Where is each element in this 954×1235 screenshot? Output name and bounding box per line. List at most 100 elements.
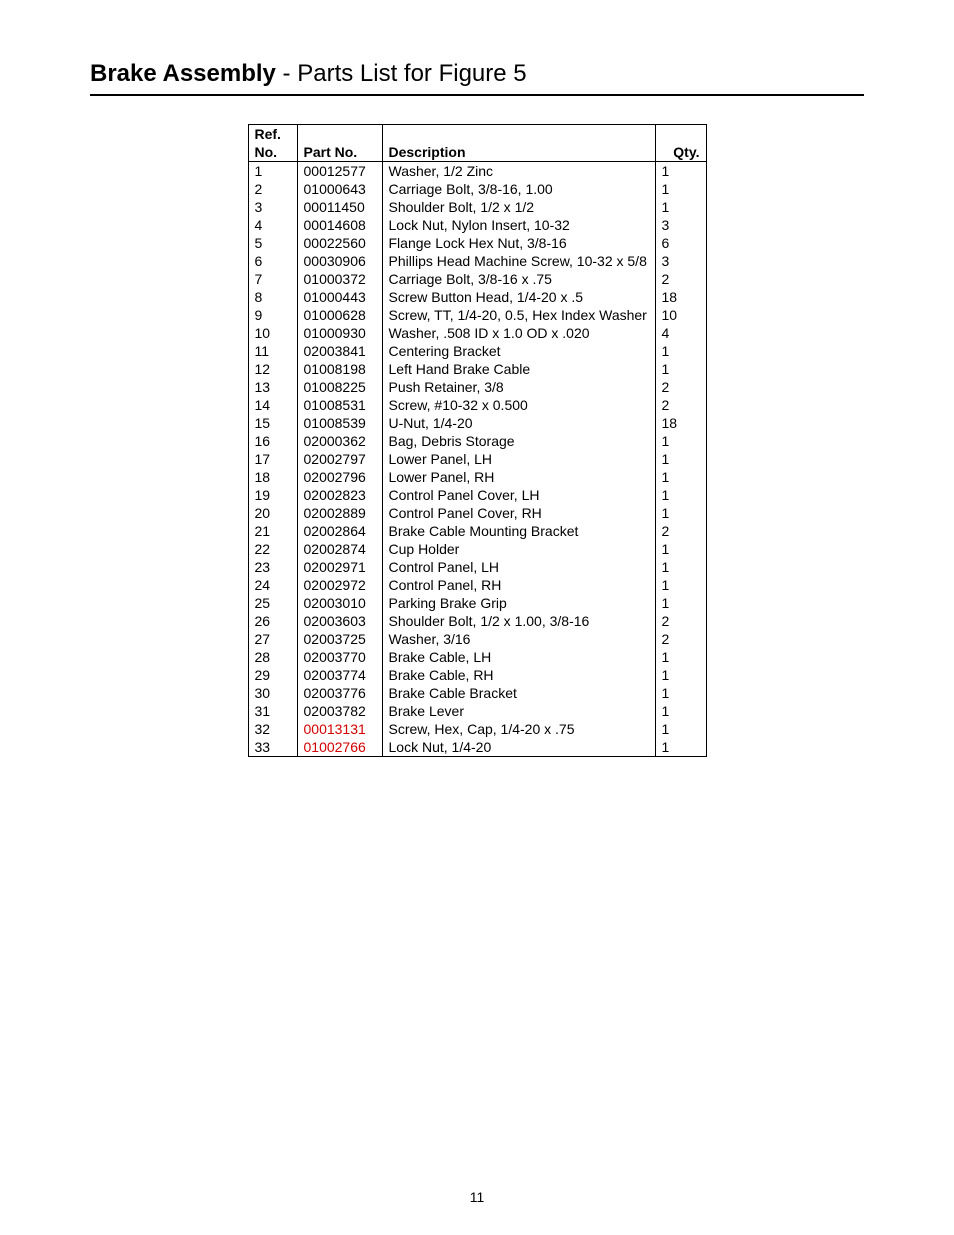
cell-desc: Control Panel Cover, RH <box>382 504 655 522</box>
cell-desc: Push Retainer, 3/8 <box>382 378 655 396</box>
parts-table: Ref. No. Part No. Description Qty. 1 0001… <box>248 124 707 757</box>
cell-qty: 1 <box>655 468 706 486</box>
cell-ref: 9 <box>248 306 297 324</box>
cell-desc: Lock Nut, 1/4-20 <box>382 738 655 757</box>
table-row: 1102003841Centering Bracket1 <box>248 342 706 360</box>
cell-part: 00012577 <box>297 162 382 181</box>
page-number: 11 <box>0 1189 954 1205</box>
table-row: 2702003725Washer, 3/162 <box>248 630 706 648</box>
cell-qty: 1 <box>655 486 706 504</box>
cell-part: 02003776 <box>297 684 382 702</box>
cell-ref: 31 <box>248 702 297 720</box>
table-row: 500022560Flange Lock Hex Nut, 3/8-166 <box>248 234 706 252</box>
cell-desc: Carriage Bolt, 3/8-16, 1.00 <box>382 180 655 198</box>
title-light: - Parts List for Figure 5 <box>276 60 527 87</box>
col-header-desc: Description <box>382 143 655 162</box>
cell-ref: 25 <box>248 594 297 612</box>
col-header-ref-line1: Ref. <box>248 125 297 144</box>
cell-part: 00011450 <box>297 198 382 216</box>
cell-part: 02003782 <box>297 702 382 720</box>
table-row: 3002003776Brake Cable Bracket1 <box>248 684 706 702</box>
cell-qty: 1 <box>655 576 706 594</box>
cell-part: 01008531 <box>297 396 382 414</box>
cell-part: 02002874 <box>297 540 382 558</box>
table-row: 2302002971Control Panel, LH1 <box>248 558 706 576</box>
cell-qty: 1 <box>655 558 706 576</box>
cell-qty: 1 <box>655 648 706 666</box>
cell-part: 02002823 <box>297 486 382 504</box>
cell-desc: Carriage Bolt, 3/8-16 x .75 <box>382 270 655 288</box>
cell-ref: 22 <box>248 540 297 558</box>
cell-desc: Control Panel, LH <box>382 558 655 576</box>
parts-table-head: Ref. No. Part No. Description Qty. <box>248 125 706 162</box>
cell-part: 02003841 <box>297 342 382 360</box>
cell-part: 01008539 <box>297 414 382 432</box>
cell-part: 02002889 <box>297 504 382 522</box>
cell-part: 00013131 <box>297 720 382 738</box>
cell-qty: 1 <box>655 342 706 360</box>
cell-ref: 26 <box>248 612 297 630</box>
cell-qty: 2 <box>655 396 706 414</box>
cell-desc: Brake Cable, RH <box>382 666 655 684</box>
cell-ref: 23 <box>248 558 297 576</box>
cell-desc: Washer, .508 ID x 1.0 OD x .020 <box>382 324 655 342</box>
cell-qty: 1 <box>655 738 706 757</box>
cell-qty: 3 <box>655 216 706 234</box>
cell-desc: Left Hand Brake Cable <box>382 360 655 378</box>
cell-part: 02002971 <box>297 558 382 576</box>
table-row: 1902002823Control Panel Cover, LH1 <box>248 486 706 504</box>
cell-desc: Control Panel Cover, LH <box>382 486 655 504</box>
cell-qty: 1 <box>655 540 706 558</box>
cell-desc: Shoulder Bolt, 1/2 x 1.00, 3/8-16 <box>382 612 655 630</box>
title-bold: Brake Assembly <box>90 60 276 87</box>
cell-ref: 32 <box>248 720 297 738</box>
table-row: 3102003782Brake Lever1 <box>248 702 706 720</box>
cell-ref: 21 <box>248 522 297 540</box>
table-row: 2102002864Brake Cable Mounting Bracket2 <box>248 522 706 540</box>
cell-part: 01002766 <box>297 738 382 757</box>
table-row: 2902003774Brake Cable, RH1 <box>248 666 706 684</box>
table-row: 1702002797Lower Panel, LH1 <box>248 450 706 468</box>
cell-ref: 8 <box>248 288 297 306</box>
cell-ref: 14 <box>248 396 297 414</box>
table-row: 3301002766Lock Nut, 1/4-201 <box>248 738 706 757</box>
cell-ref: 11 <box>248 342 297 360</box>
cell-part: 01000628 <box>297 306 382 324</box>
table-row: 2002002889Control Panel Cover, RH1 <box>248 504 706 522</box>
cell-desc: Cup Holder <box>382 540 655 558</box>
cell-qty: 1 <box>655 720 706 738</box>
cell-desc: Flange Lock Hex Nut, 3/8-16 <box>382 234 655 252</box>
cell-desc: Control Panel, RH <box>382 576 655 594</box>
table-wrap: Ref. No. Part No. Description Qty. 1 0001… <box>90 124 864 757</box>
cell-part: 00030906 <box>297 252 382 270</box>
cell-part: 02003603 <box>297 612 382 630</box>
table-row: 1201008198Left Hand Brake Cable1 <box>248 360 706 378</box>
cell-part: 02002972 <box>297 576 382 594</box>
cell-ref: 7 <box>248 270 297 288</box>
cell-ref: 19 <box>248 486 297 504</box>
cell-desc: U-Nut, 1/4-20 <box>382 414 655 432</box>
cell-ref: 6 <box>248 252 297 270</box>
table-row: 3200013131Screw, Hex, Cap, 1/4-20 x .751 <box>248 720 706 738</box>
table-row: 701000372Carriage Bolt, 3/8-16 x .752 <box>248 270 706 288</box>
cell-qty: 1 <box>655 684 706 702</box>
cell-desc: Screw, Hex, Cap, 1/4-20 x .75 <box>382 720 655 738</box>
cell-qty: 2 <box>655 522 706 540</box>
cell-qty: 10 <box>655 306 706 324</box>
cell-qty: 2 <box>655 612 706 630</box>
cell-qty: 1 <box>655 594 706 612</box>
cell-ref: 2 <box>248 180 297 198</box>
cell-qty: 1 <box>655 432 706 450</box>
cell-qty: 1 <box>655 198 706 216</box>
cell-part: 01000443 <box>297 288 382 306</box>
table-row: 1501008539U-Nut, 1/4-2018 <box>248 414 706 432</box>
cell-part: 01008225 <box>297 378 382 396</box>
cell-desc: Bag, Debris Storage <box>382 432 655 450</box>
cell-qty: 2 <box>655 630 706 648</box>
table-row: 901000628Screw, TT, 1/4-20, 0.5, Hex Ind… <box>248 306 706 324</box>
cell-part: 02003774 <box>297 666 382 684</box>
cell-desc: Brake Cable, LH <box>382 648 655 666</box>
cell-desc: Lower Panel, RH <box>382 468 655 486</box>
cell-qty: 1 <box>655 360 706 378</box>
cell-qty: 6 <box>655 234 706 252</box>
